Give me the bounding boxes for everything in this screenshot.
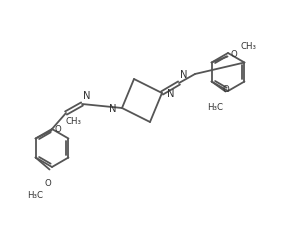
Text: O: O: [230, 50, 237, 59]
Text: N: N: [110, 104, 117, 114]
Text: N: N: [167, 89, 175, 99]
Text: CH₃: CH₃: [241, 42, 256, 51]
Text: O: O: [44, 179, 51, 188]
Text: N: N: [83, 91, 91, 101]
Text: O: O: [222, 86, 229, 94]
Text: O: O: [55, 125, 61, 134]
Text: CH₃: CH₃: [66, 117, 82, 126]
Text: H₃C: H₃C: [27, 191, 43, 200]
Text: N: N: [180, 70, 188, 80]
Text: H₃C: H₃C: [207, 103, 223, 112]
